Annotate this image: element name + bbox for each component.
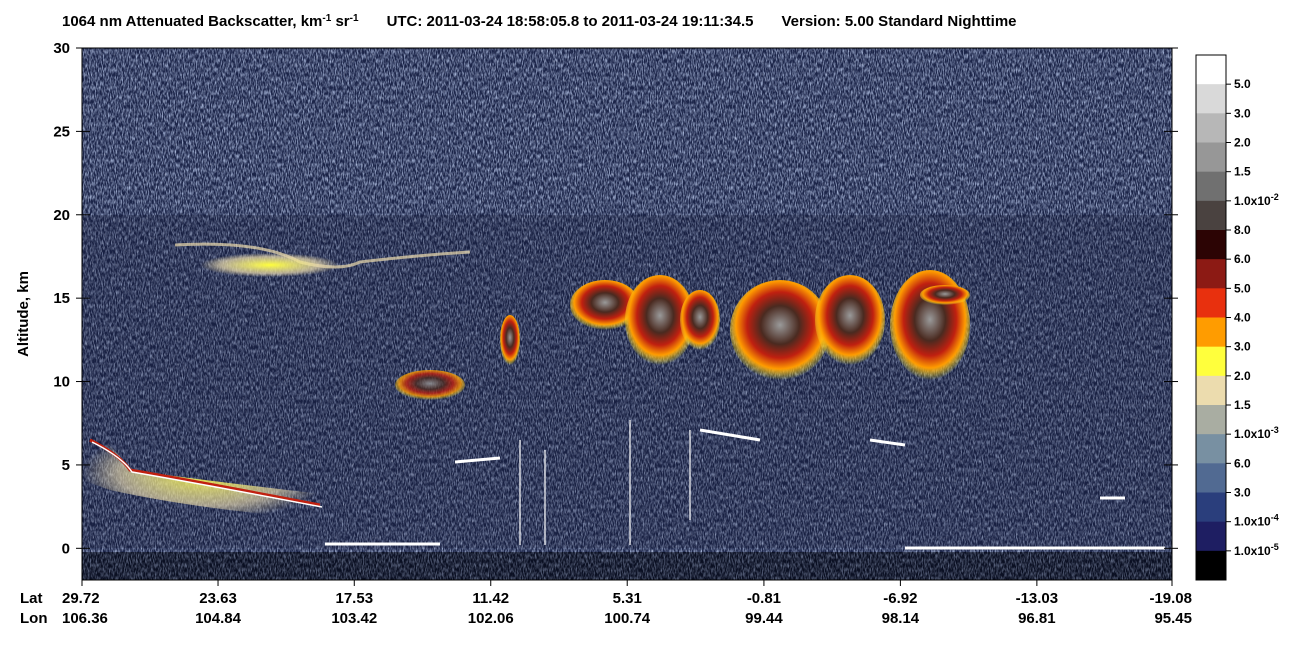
colorbar-label: 4.0 [1234,311,1251,325]
lat-tick-label: -19.08 [1149,590,1192,607]
lon-tick-label: 96.81 [1018,610,1056,627]
title-superscript: -1 [350,13,359,24]
colorbar-swatch [1196,346,1226,377]
lon-tick-label: 102.06 [468,610,514,627]
lat-tick-label: 11.42 [472,590,509,607]
title-part: UTC: 2011-03-24 18:58:05.8 to 2011-03-24… [387,13,754,30]
colorbar-label-text: 1.0x10 [1234,515,1271,529]
y-tick-label: 30 [53,40,70,57]
colorbar-label-text: 1.0x10 [1234,427,1271,441]
colorbar-label-exponent: -3 [1271,425,1279,435]
lon-row-label: Lon [20,610,48,627]
colorbar-swatch [1196,171,1226,202]
lon-tick-label: 104.84 [195,610,242,627]
colorbar-swatch [1196,521,1226,552]
colorbar-swatch [1196,463,1226,493]
lat-tick-label: -6.92 [883,590,917,607]
lat-tick-label: 17.53 [336,590,374,607]
colorbar-label: 2.0 [1234,136,1251,150]
colorbar-label-text: 8.0 [1234,223,1251,237]
colorbar-label: 3.0 [1234,486,1251,500]
title-part: 1064 nm Attenuated Backscatter, km [62,13,322,30]
colorbar-label-text: 3.0 [1234,106,1251,120]
lat-tick-label: -13.03 [1016,590,1059,607]
y-tick-label: 15 [53,290,70,307]
lat-tick-label: -0.81 [747,590,781,607]
colorbar-label: 2.0 [1234,369,1251,383]
colorbar-label-text: 3.0 [1234,340,1251,354]
colorbar-label-text: 6.0 [1234,456,1251,470]
colorbar-swatch [1196,200,1226,231]
colorbar-swatch [1196,550,1226,581]
colorbar-label: 1.0x10-2 [1234,192,1279,208]
colorbar-label-text: 1.0x10 [1234,544,1271,558]
colorbar-label: 5.0 [1234,77,1251,91]
colorbar-swatch [1196,84,1226,114]
colorbar-label: 1.0x10-5 [1234,542,1279,558]
colorbar-swatch [1196,405,1226,435]
colorbar-swatch [1196,55,1226,85]
colorbar-label-text: 1.5 [1234,165,1251,179]
lon-tick-label: 99.44 [745,610,783,627]
backscatter-image [82,48,1172,580]
y-tick-label: 25 [53,123,70,140]
colorbar-label: 3.0 [1234,106,1251,120]
title-superscript: -1 [322,13,331,24]
colorbar-label: 1.0x10-3 [1234,425,1279,441]
lat-tick-label: 23.63 [199,590,237,607]
colorbar-label: 8.0 [1234,223,1251,237]
y-tick-label: 0 [62,540,70,557]
colorbar-swatch [1196,434,1226,464]
colorbar-swatch [1196,113,1226,143]
lat-row-label: Lat [20,590,43,607]
colorbar-label: 6.0 [1234,456,1251,470]
colorbar-swatch [1196,230,1226,260]
colorbar-swatch [1196,317,1226,348]
colorbar-swatch [1196,288,1226,318]
colorbar-label: 1.0x10-4 [1234,513,1279,529]
colorbar-label: 6.0 [1234,252,1251,266]
lat-tick-label: 29.72 [62,590,100,607]
y-tick-label: 20 [53,207,70,224]
colorbar-label-text: 6.0 [1234,252,1251,266]
colorbar-label-text: 5.0 [1234,281,1251,295]
colorbar-label-text: 3.0 [1234,486,1251,500]
colorbar-swatch [1196,492,1226,523]
colorbar-label-text: 1.5 [1234,398,1251,412]
colorbar-label: 1.5 [1234,165,1251,179]
lat-tick-label: 5.31 [613,590,642,607]
colorbar-label: 1.5 [1234,398,1251,412]
y-axis-label: Altitude, km [15,271,32,357]
lon-tick-label: 106.36 [62,610,108,627]
colorbar-label-text: 4.0 [1234,311,1251,325]
colorbar-swatch [1196,259,1226,289]
colorbar-label-text: 2.0 [1234,369,1251,383]
lon-tick-label: 95.45 [1154,610,1192,627]
colorbar-label-exponent: -2 [1271,192,1279,202]
y-tick-label: 10 [53,374,70,391]
colorbar-label-text: 5.0 [1234,77,1251,91]
chart-title: 1064 nm Attenuated Backscatter, km-1 sr-… [62,13,1017,31]
title-part: Version: 5.00 Standard Nighttime [781,13,1016,30]
colorbar-swatch [1196,142,1226,173]
colorbar-label-exponent: -5 [1271,542,1279,552]
colorbar-label: 3.0 [1234,340,1251,354]
lon-tick-label: 103.42 [331,610,377,627]
colorbar-label-text: 1.0x10 [1234,194,1271,208]
colorbar-label: 5.0 [1234,281,1251,295]
colorbar-swatch [1196,375,1226,406]
colorbar-label-text: 2.0 [1234,136,1251,150]
colorbar-label-exponent: -4 [1271,513,1279,523]
title-part: sr [331,13,350,30]
y-tick-label: 5 [62,457,70,474]
lon-tick-label: 98.14 [882,610,920,627]
lon-tick-label: 100.74 [604,610,651,627]
